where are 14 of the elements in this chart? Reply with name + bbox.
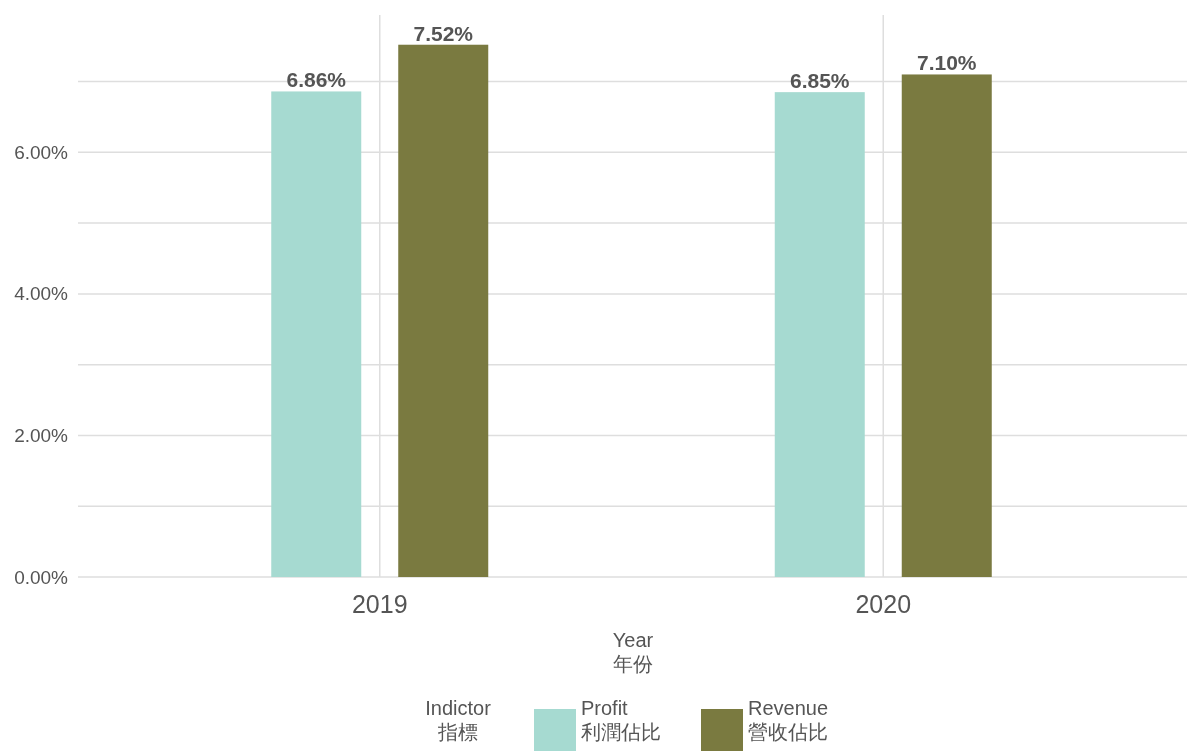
- x-tick-label: 2019: [351, 590, 408, 618]
- y-tick-label: 0.00%: [14, 566, 69, 588]
- data-label: 6.86%: [286, 68, 347, 92]
- data-label: 7.52%: [413, 21, 474, 45]
- y-tick-label: 6.00%: [14, 141, 69, 163]
- x-tick-label: 2020: [855, 590, 912, 618]
- data-label: 6.85%: [789, 69, 850, 93]
- data-label: 7.10%: [916, 51, 977, 75]
- y-tick-label: 4.00%: [14, 283, 69, 305]
- legend-label: Revenue 營收佔比: [748, 697, 829, 743]
- legend-label: Profit 利潤佔比: [581, 697, 661, 743]
- legend-title: Indictor 指標: [425, 697, 492, 743]
- y-tick-label: 2.00%: [14, 424, 69, 446]
- x-axis-title: Year 年份: [612, 629, 654, 675]
